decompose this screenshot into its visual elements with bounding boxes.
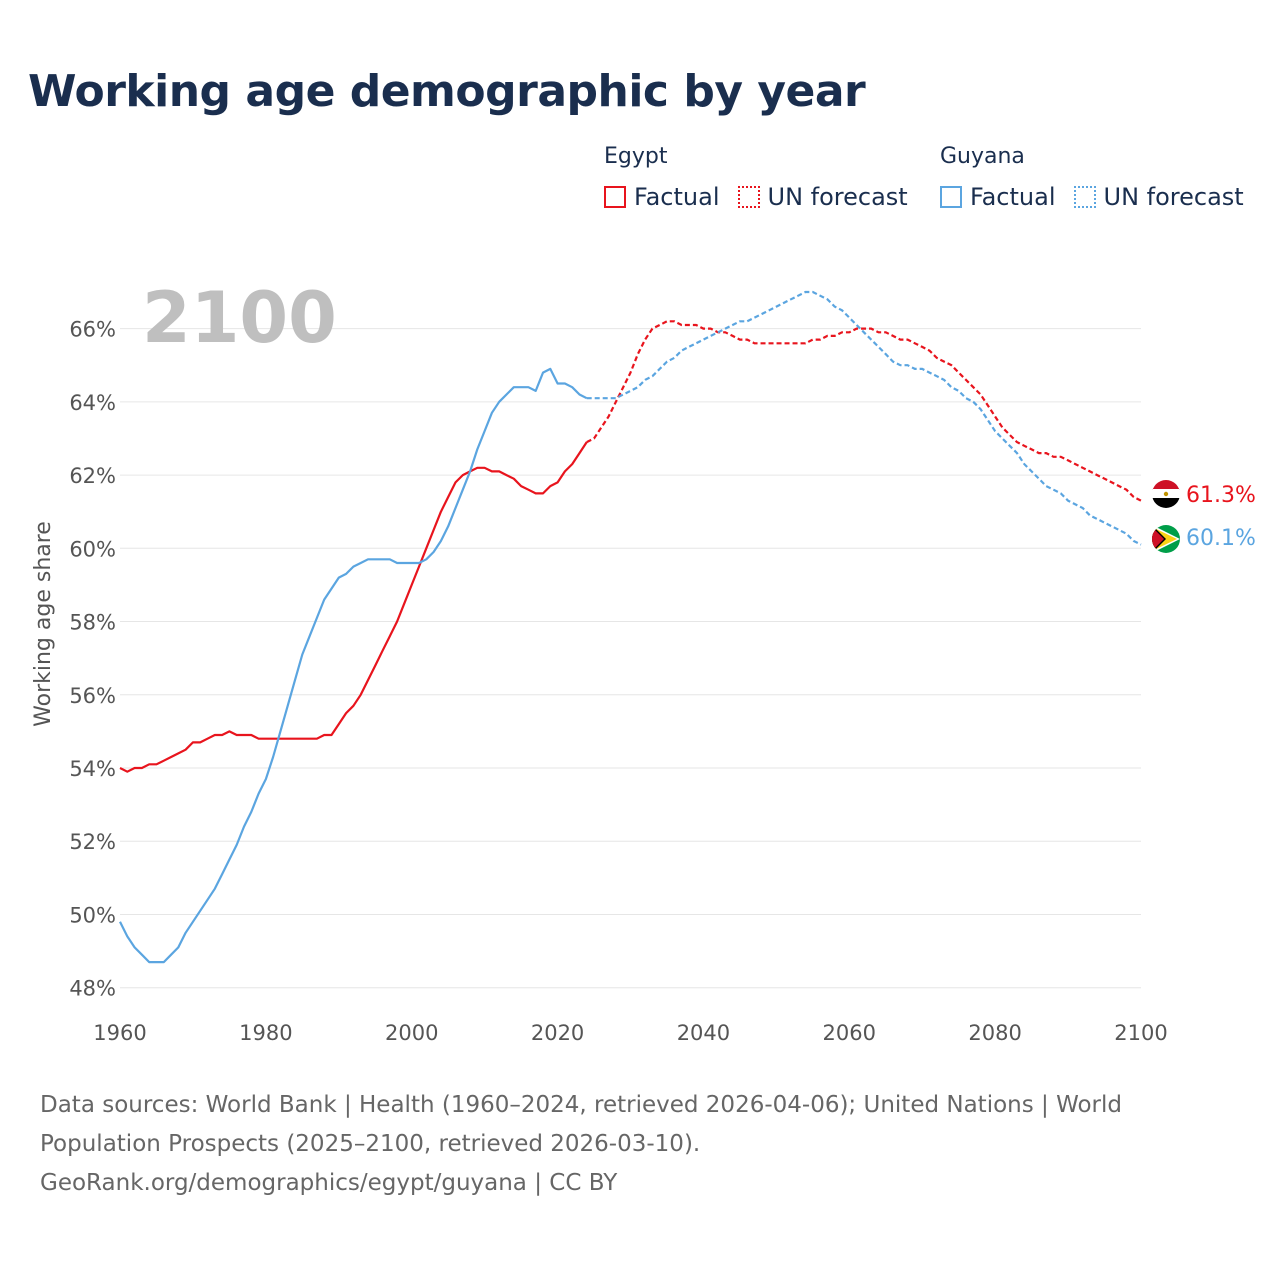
- legend-item-egypt-factual[interactable]: Factual: [604, 183, 720, 211]
- gridlines: [120, 328, 1141, 989]
- legend-label: Factual: [970, 183, 1056, 211]
- y-axis-ticks: 48% 50% 52% 54% 56% 58% 60% 62% 64% 66%: [69, 318, 116, 1001]
- legend-item-guyana-factual[interactable]: Factual: [940, 183, 1056, 211]
- legend-swatch-solid-icon: [604, 186, 626, 208]
- series-lines: [119, 290, 1142, 964]
- legend-swatch-solid-icon: [940, 186, 962, 208]
- x-tick-label: 2100: [1114, 1021, 1167, 1045]
- legend-swatch-dotted-icon: [1073, 186, 1096, 208]
- legend-label: UN forecast: [1103, 183, 1244, 211]
- x-tick-label: 1980: [239, 1021, 292, 1045]
- y-tick-label: 50%: [69, 903, 116, 927]
- y-tick-label: 62%: [69, 464, 116, 488]
- x-tick-label: 2080: [968, 1021, 1021, 1045]
- x-axis-ticks: 1960 1980 2000 2020 2040 2060 2080 2100: [93, 1021, 1167, 1045]
- current-year-label: 2100: [142, 277, 337, 359]
- legend-item-egypt-forecast[interactable]: UN forecast: [737, 183, 908, 211]
- legend-country-egypt: Egypt: [604, 144, 668, 169]
- legend-group-egypt: Egypt Factual UN forecast: [604, 144, 926, 211]
- y-axis-title: Working age share: [31, 521, 56, 727]
- guyana-flag-icon: [1152, 525, 1180, 553]
- y-tick-label: 64%: [69, 391, 116, 415]
- y-tick-label: 52%: [69, 830, 116, 854]
- legend-label: Factual: [634, 183, 720, 211]
- y-tick-label: 66%: [69, 318, 116, 342]
- y-tick-label: 58%: [69, 611, 116, 635]
- x-tick-label: 2060: [823, 1021, 876, 1045]
- egypt-forecast-line: [586, 320, 1142, 502]
- footer-line: Population Prospects (2025–2100, retriev…: [40, 1131, 701, 1157]
- x-tick-label: 2020: [531, 1021, 584, 1045]
- y-tick-label: 56%: [69, 684, 116, 708]
- guyana-factual-line: [119, 367, 588, 964]
- egypt-factual-line: [119, 441, 588, 773]
- y-tick-label: 48%: [69, 977, 116, 1001]
- line-chart: 48% 50% 52% 54% 56% 58% 60% 62% 64% 66% 1960 1980 2…: [31, 277, 1256, 1045]
- x-tick-label: 2040: [677, 1021, 730, 1045]
- legend-group-guyana: Guyana Factual UN forecast: [940, 144, 1262, 211]
- x-tick-label: 2000: [385, 1021, 438, 1045]
- chart-title: Working age demographic by year: [28, 66, 866, 117]
- x-tick-label: 1960: [93, 1021, 146, 1045]
- legend-swatch-dotted-icon: [737, 186, 760, 208]
- guyana-end-value-label: 60.1%: [1186, 526, 1256, 551]
- legend-label: UN forecast: [767, 183, 908, 211]
- footer-line: Data sources: World Bank | Health (1960–…: [40, 1092, 1122, 1118]
- footer-link[interactable]: GeoRank.org/demographics/egypt/guyana | …: [40, 1170, 618, 1196]
- egypt-end-value-label: 61.3%: [1186, 483, 1256, 508]
- legend-item-guyana-forecast[interactable]: UN forecast: [1073, 183, 1244, 211]
- y-tick-label: 60%: [69, 537, 116, 561]
- guyana-forecast-line: [586, 290, 1142, 546]
- legend-country-guyana: Guyana: [940, 144, 1025, 169]
- y-tick-label: 54%: [69, 757, 116, 781]
- footer-sources: Data sources: World Bank | Health (1960–…: [40, 1086, 1200, 1203]
- egypt-flag-icon: [1152, 480, 1180, 508]
